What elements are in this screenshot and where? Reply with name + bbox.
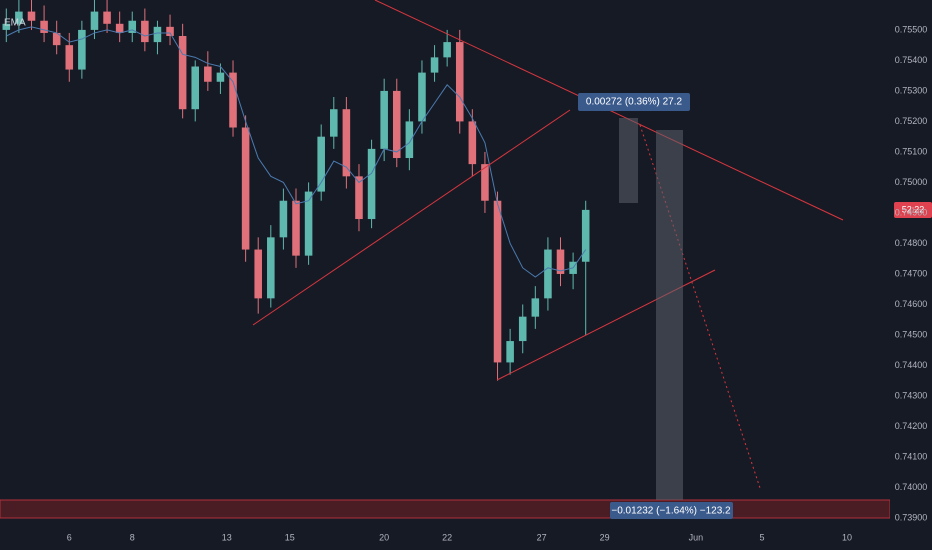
measure-label: −0.01232 (−1.64%) −123.2: [611, 506, 731, 517]
countdown-box: [894, 202, 932, 218]
candle-body: [216, 72, 225, 82]
y-tick-label: 0.74200: [895, 421, 928, 431]
x-tick-label: 22: [442, 532, 452, 542]
candle-body: [40, 20, 48, 33]
x-tick-label: 29: [600, 532, 610, 542]
y-tick-label: 0.74300: [895, 390, 928, 400]
x-tick-label: 15: [285, 532, 295, 542]
y-tick-label: 0.74600: [895, 299, 928, 309]
candle-body: [267, 237, 275, 299]
y-tick-label: 0.74700: [895, 268, 928, 278]
x-tick-label: 6: [67, 532, 72, 542]
y-tick-label: 0.74900: [895, 207, 928, 217]
x-tick-label: 13: [222, 532, 232, 542]
time-axis: [0, 519, 890, 550]
candle-body: [52, 32, 61, 46]
candle-body: [78, 29, 86, 70]
ema-line: [6, 26, 587, 278]
candle-body: [292, 200, 300, 256]
candle-body: [304, 191, 313, 256]
candle-body: [430, 57, 439, 73]
measure-label: 0.00272 (0.36%) 27.2: [586, 97, 683, 108]
candle-body: [367, 148, 376, 220]
y-tick-label: 0.75500: [895, 24, 928, 34]
x-tick-label: 5: [760, 532, 765, 542]
y-tick-label: 0.74800: [895, 238, 928, 248]
candle-body: [342, 109, 351, 177]
candle-body: [506, 341, 514, 363]
candle-body: [443, 42, 451, 58]
candle-body: [481, 164, 489, 201]
x-tick-label: Jun: [689, 532, 704, 542]
candle-body: [405, 121, 414, 159]
candle-body: [178, 35, 187, 110]
candle-body: [115, 23, 124, 33]
x-tick-label: 10: [842, 532, 852, 542]
y-tick-label: 0.74400: [895, 360, 928, 370]
y-tick-label: 0.74100: [895, 451, 928, 461]
trend-line: [252, 109, 571, 326]
candle-body: [355, 176, 363, 220]
candle-body: [317, 136, 325, 192]
measure-box: [619, 118, 638, 203]
candle-body: [556, 249, 565, 274]
y-tick-label: 0.75300: [895, 85, 928, 95]
candle-body: [279, 200, 288, 238]
candle-body: [581, 209, 590, 262]
candle-body: [254, 249, 262, 299]
plot: [2, 0, 590, 381]
measure-label-box: [610, 502, 733, 519]
candle-body: [518, 316, 527, 342]
candle-body: [544, 249, 552, 299]
zone: [0, 499, 891, 519]
measure-label-box: [578, 93, 690, 111]
y-tick-label: 0.75000: [895, 177, 928, 187]
y-tick-label: 0.73900: [895, 512, 928, 522]
measure-box: [656, 130, 683, 500]
candle-body: [241, 127, 250, 250]
candle-body: [166, 26, 174, 36]
candle-body: [191, 66, 200, 110]
candle-body: [493, 200, 502, 363]
candle-body: [103, 11, 111, 24]
x-tick-label: 8: [130, 532, 135, 542]
y-tick-label: 0.74500: [895, 329, 928, 339]
projection-line: [639, 124, 761, 489]
y-tick-label: 0.75200: [895, 116, 928, 126]
candle-body: [90, 11, 99, 30]
candle-body: [455, 42, 464, 122]
candle-body: [141, 20, 149, 43]
candle-body: [27, 11, 36, 21]
candle-body: [15, 11, 23, 24]
countdown: 52:22: [902, 204, 925, 214]
candle-body: [204, 66, 212, 82]
candle-body: [531, 298, 540, 317]
candle-body: [153, 26, 162, 43]
x-tick-label: 20: [379, 532, 389, 542]
candle-body: [128, 20, 137, 33]
candle-body: [330, 109, 338, 137]
y-tick-label: 0.74000: [895, 482, 928, 492]
candle-body: [2, 23, 11, 30]
candle-body: [229, 72, 237, 128]
indicator-label: EMA: [4, 18, 26, 29]
candle-body: [380, 90, 388, 149]
y-tick-label: 0.75400: [895, 55, 928, 65]
y-tick-label: 0.75100: [895, 146, 928, 156]
candle-body: [65, 45, 74, 70]
candle-body: [418, 72, 426, 122]
candle-body: [392, 90, 401, 159]
price-axis: [890, 0, 932, 550]
x-tick-label: 27: [537, 532, 547, 542]
candle-body: [468, 121, 477, 165]
